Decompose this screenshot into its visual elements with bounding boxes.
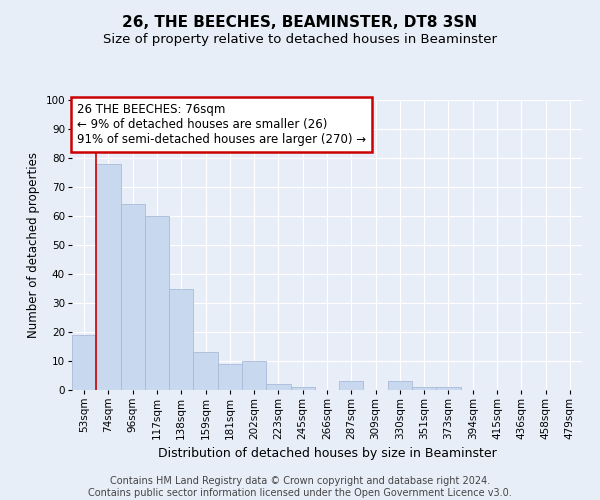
Bar xyxy=(96,164,121,390)
Bar xyxy=(242,361,266,390)
Text: Contains HM Land Registry data © Crown copyright and database right 2024.
Contai: Contains HM Land Registry data © Crown c… xyxy=(88,476,512,498)
Bar xyxy=(193,352,218,390)
Bar xyxy=(266,384,290,390)
Bar xyxy=(388,382,412,390)
X-axis label: Distribution of detached houses by size in Beaminster: Distribution of detached houses by size … xyxy=(158,448,496,460)
Bar xyxy=(412,387,436,390)
Bar xyxy=(339,382,364,390)
Bar xyxy=(169,288,193,390)
Bar xyxy=(121,204,145,390)
Text: Size of property relative to detached houses in Beaminster: Size of property relative to detached ho… xyxy=(103,32,497,46)
Bar xyxy=(218,364,242,390)
Bar xyxy=(436,387,461,390)
Text: 26, THE BEECHES, BEAMINSTER, DT8 3SN: 26, THE BEECHES, BEAMINSTER, DT8 3SN xyxy=(122,15,478,30)
Y-axis label: Number of detached properties: Number of detached properties xyxy=(27,152,40,338)
Text: 26 THE BEECHES: 76sqm
← 9% of detached houses are smaller (26)
91% of semi-detac: 26 THE BEECHES: 76sqm ← 9% of detached h… xyxy=(77,103,366,146)
Bar xyxy=(145,216,169,390)
Bar xyxy=(290,387,315,390)
Bar xyxy=(72,335,96,390)
